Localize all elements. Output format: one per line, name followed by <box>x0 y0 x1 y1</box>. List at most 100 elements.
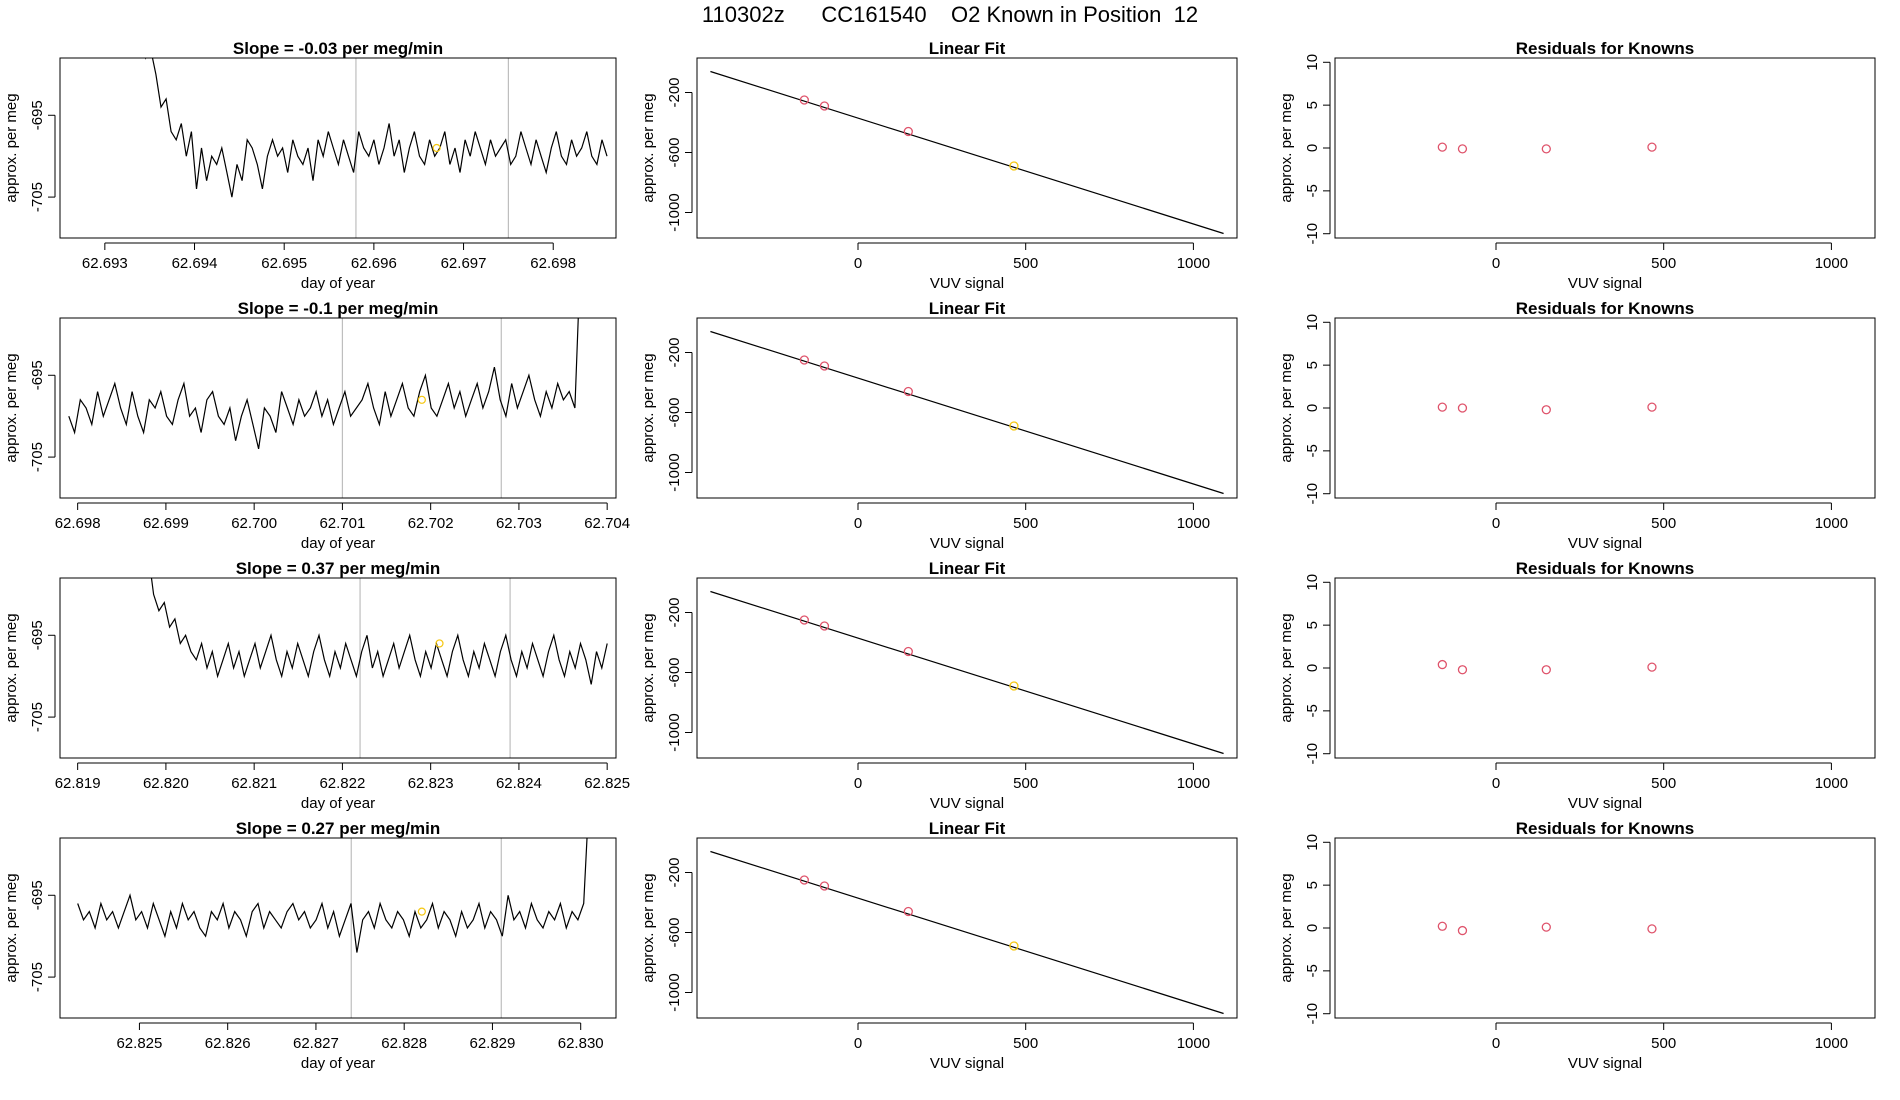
panel-title: Residuals for Knowns <box>1516 559 1695 578</box>
y-tick-label: -200 <box>666 77 683 107</box>
y-tick-label: -1000 <box>666 713 683 751</box>
x-tick-label: 1000 <box>1177 515 1210 532</box>
x-tick-label: 62.703 <box>496 515 542 532</box>
x-tick-label: 62.693 <box>82 255 128 272</box>
y-tick-label: 10 <box>1304 574 1321 591</box>
y-axis-label: approx. per meg <box>640 353 657 462</box>
y-axis-label: approx. per meg <box>1278 613 1295 722</box>
x-tick-label: 62.829 <box>469 1035 515 1052</box>
data-point <box>819 621 830 631</box>
x-tick-label: 0 <box>854 255 862 272</box>
x-tick-label: 1000 <box>1815 1035 1848 1052</box>
x-tick-label: 62.699 <box>143 515 189 532</box>
x-tick-label: 1000 <box>1177 775 1210 792</box>
x-tick-label: 62.822 <box>319 775 365 792</box>
y-axis-label: approx. per meg <box>1278 873 1295 982</box>
series-line <box>145 58 608 198</box>
data-point <box>903 646 913 657</box>
x-axis-label: VUV signal <box>1568 1055 1642 1072</box>
plot-frame <box>59 57 617 239</box>
y-axis-label: approx. per meg <box>3 873 20 982</box>
x-tick-label: 62.698 <box>530 255 576 272</box>
y-tick-label: 0 <box>1304 664 1321 672</box>
x-tick-label: 62.695 <box>261 255 307 272</box>
panel-scatter-fit-row-4: Linear Fit 0 500 1000 VUV signal -200 -600 -100… <box>640 819 1238 1072</box>
y-tick-label: -1000 <box>666 453 683 491</box>
x-tick-label: 62.819 <box>55 775 101 792</box>
y-tick-label: -200 <box>666 857 683 887</box>
x-axis-label: day of year <box>301 795 375 812</box>
x-tick-label: 62.825 <box>584 775 630 792</box>
y-tick-label: -1000 <box>666 193 683 231</box>
plot-frame <box>59 837 617 1019</box>
y-axis-label: approx. per meg <box>640 613 657 722</box>
data-point <box>1437 921 1447 931</box>
panel-line-row-1: Slope = -0.03 per meg/min 62.693 62.694 62.… <box>3 39 617 292</box>
y-tick-label: 5 <box>1304 361 1321 369</box>
y-tick-label: -5 <box>1304 704 1321 717</box>
y-tick-label: -695 <box>29 620 46 650</box>
panel-title: Slope = 0.37 per meg/min <box>236 559 441 578</box>
y-tick-label: -200 <box>666 597 683 627</box>
panel-title: Linear Fit <box>929 559 1006 578</box>
panel-line-row-4: Slope = 0.27 per meg/min 62.825 62.826 62.8… <box>3 819 617 1072</box>
x-axis-label: day of year <box>301 535 375 552</box>
y-tick-label: -10 <box>1304 223 1321 245</box>
panel-title: Linear Fit <box>929 299 1006 318</box>
x-tick-label: 62.826 <box>205 1035 251 1052</box>
y-tick-label: 5 <box>1304 621 1321 629</box>
y-tick-label: 0 <box>1304 144 1321 152</box>
y-tick-label: 0 <box>1304 404 1321 412</box>
x-tick-label: 62.698 <box>55 515 101 532</box>
data-point <box>799 95 809 105</box>
fit-line <box>710 590 1224 755</box>
panel-scatter-res-row-2: Residuals for Knowns 0 500 1000 VUV signal -1… <box>1278 299 1876 552</box>
panel-title: Linear Fit <box>929 39 1006 58</box>
sample-point <box>1009 161 1019 171</box>
panel-scatter-fit-row-3: Linear Fit 0 500 1000 VUV signal -200 -600 -100… <box>640 559 1238 812</box>
panel-title: Slope = -0.1 per meg/min <box>238 299 439 318</box>
panel-title: Slope = 0.27 per meg/min <box>236 819 441 838</box>
sample-point <box>417 907 426 916</box>
x-tick-label: 0 <box>854 1035 862 1052</box>
x-tick-label: 500 <box>1651 775 1676 792</box>
x-tick-label: 500 <box>1651 255 1676 272</box>
y-tick-label: -705 <box>29 182 46 212</box>
x-tick-label: 500 <box>1013 1035 1038 1052</box>
panel-scatter-res-row-4: Residuals for Knowns 0 500 1000 VUV signal -1… <box>1278 819 1876 1072</box>
y-tick-label: -705 <box>29 442 46 472</box>
series-line <box>150 578 608 685</box>
y-tick-label: 0 <box>1304 924 1321 932</box>
data-point <box>799 615 809 625</box>
y-tick-label: -1000 <box>666 973 683 1011</box>
data-point <box>1437 402 1447 412</box>
plot-frame <box>1334 317 1876 499</box>
data-point <box>1647 662 1657 672</box>
y-tick-label: -695 <box>29 880 46 910</box>
y-tick-label: -200 <box>666 337 683 367</box>
data-point <box>1457 925 1468 936</box>
x-tick-label: 62.825 <box>116 1035 162 1052</box>
x-tick-label: 0 <box>1492 1035 1500 1052</box>
y-tick-label: -5 <box>1304 184 1321 197</box>
data-point <box>1647 924 1657 934</box>
y-tick-label: -10 <box>1304 483 1321 505</box>
y-axis-label: approx. per meg <box>3 613 20 722</box>
y-tick-label: -600 <box>666 917 683 947</box>
y-tick-label: -695 <box>29 100 46 130</box>
y-tick-label: -10 <box>1304 1003 1321 1025</box>
y-tick-label: -705 <box>29 962 46 992</box>
sample-point <box>417 395 426 404</box>
x-tick-label: 500 <box>1013 515 1038 532</box>
fit-line <box>710 850 1224 1015</box>
x-tick-label: 500 <box>1013 255 1038 272</box>
fit-line <box>710 70 1224 235</box>
plot-frame <box>1334 837 1876 1019</box>
sample-point <box>1009 421 1019 431</box>
y-axis-label: approx. per meg <box>3 93 20 202</box>
data-point <box>903 906 913 917</box>
x-axis-label: VUV signal <box>930 535 1004 552</box>
data-point <box>1541 665 1551 675</box>
x-tick-label: 1000 <box>1815 255 1848 272</box>
